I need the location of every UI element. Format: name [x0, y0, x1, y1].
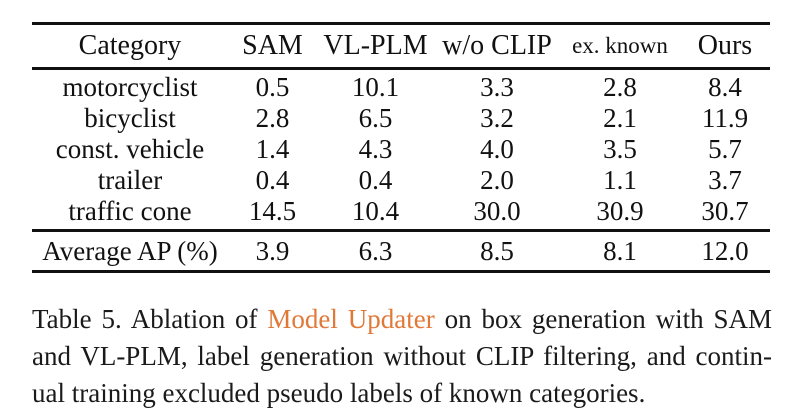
table-row: traffic cone 14.5 10.4 30.0 30.9 30.7	[32, 196, 770, 231]
header-row: Category SAM VL-PLM w/o CLIP ex. known O…	[32, 24, 770, 69]
column-header-ours: Ours	[697, 30, 753, 61]
average-cell-ours: 12.0	[701, 235, 749, 266]
cell-wo-clip: 3.3	[480, 72, 514, 102]
cell-vl-plm: 6.5	[358, 103, 393, 133]
average-row: Average AP (%) 3.9 6.3 8.5 8.1 12.0	[32, 230, 770, 272]
column-header-sam: SAM	[242, 30, 303, 61]
column-header-category: Category	[78, 30, 182, 61]
table-footer: Average AP (%) 3.9 6.3 8.5 8.1 12.0	[32, 230, 770, 272]
average-cell-vl-plm: 6.3	[358, 235, 393, 266]
cell-wo-clip: 30.0	[473, 196, 521, 226]
cell-sam: 14.5	[248, 196, 297, 226]
table-row: const. vehicle 1.4 4.3 4.0 3.5 5.7	[32, 134, 770, 165]
caption-line-1: Table 5. Ablation of Model Updater on box…	[32, 301, 772, 338]
ablation-results-table: Category SAM VL-PLM w/o CLIP ex. known O…	[32, 22, 770, 273]
row-category-label: bicyclist	[84, 103, 176, 133]
average-cell-wo-clip: 8.5	[480, 235, 514, 266]
caption-text: Ablation of	[130, 304, 258, 334]
cell-ours: 5.7	[708, 134, 742, 164]
caption-text: on box generation with SAM	[444, 304, 773, 334]
table-caption: Table 5. Ablation of Model Updater on box…	[32, 301, 772, 412]
cell-sam: 1.4	[255, 134, 290, 164]
caption-line-3: ual training excluded pseudo labels of k…	[32, 378, 646, 408]
cell-ex-known: 30.9	[596, 196, 644, 226]
row-category-label: trailer	[97, 165, 163, 195]
column-header-wo-clip: w/o CLIP	[442, 30, 552, 61]
table-row: bicyclist 2.8 6.5 3.2 2.1 11.9	[32, 103, 770, 134]
cell-ex-known: 2.1	[603, 103, 637, 133]
cell-sam: 0.5	[255, 72, 290, 102]
cell-ours: 8.4	[708, 72, 742, 102]
average-cell-sam: 3.9	[255, 235, 290, 266]
cell-ex-known: 2.8	[603, 72, 637, 102]
caption-table-label: Table 5.	[32, 304, 122, 334]
cell-vl-plm: 0.4	[358, 165, 393, 195]
table-figure: Category SAM VL-PLM w/o CLIP ex. known O…	[32, 22, 772, 412]
table-header: Category SAM VL-PLM w/o CLIP ex. known O…	[32, 24, 770, 69]
cell-ours: 30.7	[701, 196, 749, 226]
cell-ex-known: 3.5	[603, 134, 637, 164]
cell-ex-known: 1.1	[603, 165, 637, 195]
table-row: trailer 0.4 0.4 2.0 1.1 3.7	[32, 165, 770, 196]
cell-vl-plm: 10.4	[351, 196, 400, 226]
cell-wo-clip: 4.0	[480, 134, 514, 164]
row-category-label: traffic cone	[68, 196, 192, 226]
cell-sam: 0.4	[255, 165, 290, 195]
row-category-label: motorcyclist	[62, 72, 198, 102]
model-updater-highlight: Model Updater	[267, 304, 435, 334]
caption-line-2: and VL-PLM, label generation without CLI…	[32, 341, 772, 371]
row-category-label: const. vehicle	[55, 134, 205, 164]
cell-vl-plm: 10.1	[351, 72, 400, 102]
average-cell-ex-known: 8.1	[603, 235, 637, 266]
average-row-label: Average AP (%)	[42, 235, 218, 266]
cell-wo-clip: 3.2	[480, 103, 514, 133]
cell-ours: 3.7	[708, 165, 742, 195]
table-row: motorcyclist 0.5 10.1 3.3 2.8 8.4	[32, 69, 770, 104]
column-header-ex-known: ex. known	[572, 33, 668, 58]
cell-wo-clip: 2.0	[480, 165, 514, 195]
table-body: motorcyclist 0.5 10.1 3.3 2.8 8.4 bicycl…	[32, 69, 770, 231]
cell-sam: 2.8	[255, 103, 290, 133]
cell-vl-plm: 4.3	[358, 134, 393, 164]
cell-ours: 11.9	[701, 103, 749, 133]
column-header-vl-plm: VL-PLM	[323, 30, 428, 61]
